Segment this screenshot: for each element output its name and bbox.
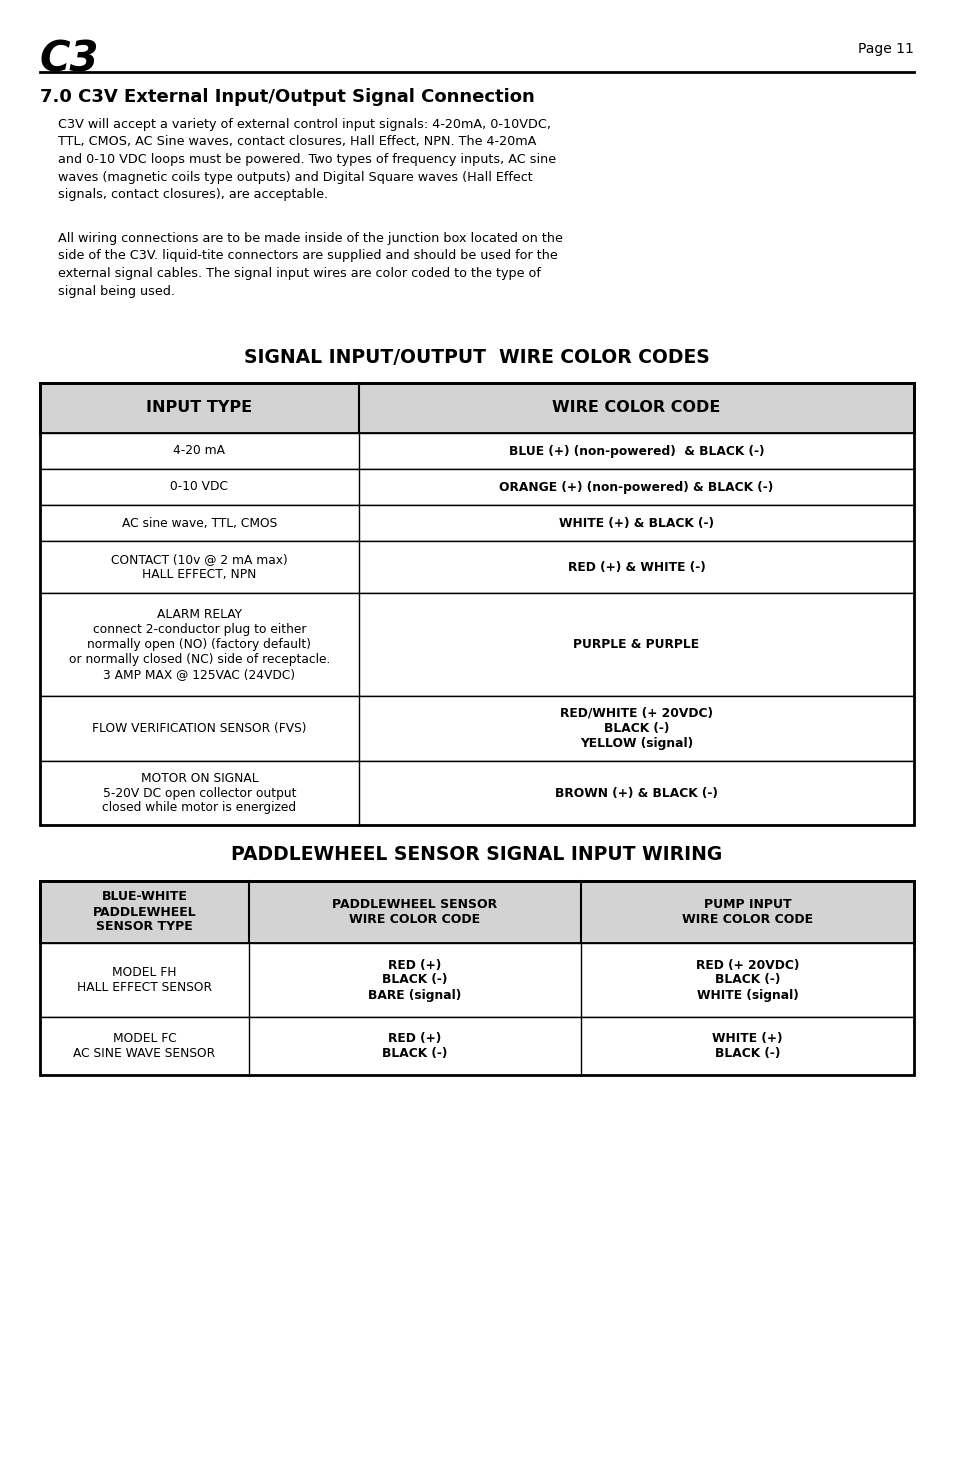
Text: PUMP INPUT
WIRE COLOR CODE: PUMP INPUT WIRE COLOR CODE [681, 898, 812, 926]
Text: PURPLE & PURPLE: PURPLE & PURPLE [573, 639, 699, 650]
Text: RED (+) & WHITE (-): RED (+) & WHITE (-) [567, 560, 704, 574]
Text: 0-10 VDC: 0-10 VDC [171, 481, 229, 494]
Text: RED (+)
BLACK (-)
BARE (signal): RED (+) BLACK (-) BARE (signal) [368, 959, 461, 1002]
Bar [40, 593, 913, 696]
Text: BLUE-WHITE
PADDLEWHEEL
SENSOR TYPE: BLUE-WHITE PADDLEWHEEL SENSOR TYPE [92, 891, 196, 934]
Bar [40, 881, 913, 1075]
Text: WHITE (+) & BLACK (-): WHITE (+) & BLACK (-) [558, 516, 713, 530]
Text: MOTOR ON SIGNAL
5-20V DC open collector output
closed while motor is energized: MOTOR ON SIGNAL 5-20V DC open collector … [102, 771, 296, 814]
Bar [40, 504, 913, 541]
Text: ORANGE (+) (non-powered) & BLACK (-): ORANGE (+) (non-powered) & BLACK (-) [498, 481, 773, 494]
Text: RED (+ 20VDC)
BLACK (-)
WHITE (signal): RED (+ 20VDC) BLACK (-) WHITE (signal) [695, 959, 799, 1002]
Text: MODEL FH
HALL EFFECT SENSOR: MODEL FH HALL EFFECT SENSOR [77, 966, 212, 994]
Text: Page 11: Page 11 [858, 41, 913, 56]
Text: SIGNAL INPUT/OUTPUT  WIRE COLOR CODES: SIGNAL INPUT/OUTPUT WIRE COLOR CODES [244, 348, 709, 367]
Text: PADDLEWHEEL SENSOR
WIRE COLOR CODE: PADDLEWHEEL SENSOR WIRE COLOR CODE [332, 898, 497, 926]
Text: PADDLEWHEEL SENSOR SIGNAL INPUT WIRING: PADDLEWHEEL SENSOR SIGNAL INPUT WIRING [232, 845, 721, 864]
Bar [40, 696, 913, 761]
Text: FLOW VERIFICATION SENSOR (FVS): FLOW VERIFICATION SENSOR (FVS) [92, 721, 307, 735]
Text: INPUT TYPE: INPUT TYPE [146, 401, 253, 416]
Bar [40, 434, 913, 469]
Text: WHITE (+)
BLACK (-): WHITE (+) BLACK (-) [712, 1032, 781, 1061]
Text: ALARM RELAY
connect 2-conductor plug to either
normally open (NO) (factory defau: ALARM RELAY connect 2-conductor plug to … [69, 608, 330, 681]
Text: BROWN (+) & BLACK (-): BROWN (+) & BLACK (-) [555, 786, 718, 799]
Text: C3V will accept a variety of external control input signals: 4-20mA, 0-10VDC,
TT: C3V will accept a variety of external co… [58, 118, 556, 201]
Bar [40, 469, 913, 504]
Text: WIRE COLOR CODE: WIRE COLOR CODE [552, 401, 720, 416]
Text: CONTACT (10v @ 2 mA max)
HALL EFFECT, NPN: CONTACT (10v @ 2 mA max) HALL EFFECT, NP… [111, 553, 288, 581]
Text: MODEL FC
AC SINE WAVE SENSOR: MODEL FC AC SINE WAVE SENSOR [73, 1032, 215, 1061]
Text: C3: C3 [40, 38, 99, 80]
Bar [40, 943, 913, 1016]
Bar [40, 881, 913, 943]
Text: RED (+)
BLACK (-): RED (+) BLACK (-) [382, 1032, 447, 1061]
Bar [40, 384, 913, 825]
Bar [40, 1016, 913, 1075]
Bar [40, 384, 913, 434]
Text: All wiring connections are to be made inside of the junction box located on the
: All wiring connections are to be made in… [58, 232, 562, 298]
Text: 4-20 mA: 4-20 mA [173, 444, 225, 457]
Text: 7.0 C3V External Input/Output Signal Connection: 7.0 C3V External Input/Output Signal Con… [40, 88, 535, 106]
Text: BLUE (+) (non-powered)  & BLACK (-): BLUE (+) (non-powered) & BLACK (-) [508, 444, 763, 457]
Bar [40, 541, 913, 593]
Text: RED/WHITE (+ 20VDC)
BLACK (-)
YELLOW (signal): RED/WHITE (+ 20VDC) BLACK (-) YELLOW (si… [559, 707, 712, 749]
Text: AC sine wave, TTL, CMOS: AC sine wave, TTL, CMOS [122, 516, 276, 530]
Bar [40, 761, 913, 825]
